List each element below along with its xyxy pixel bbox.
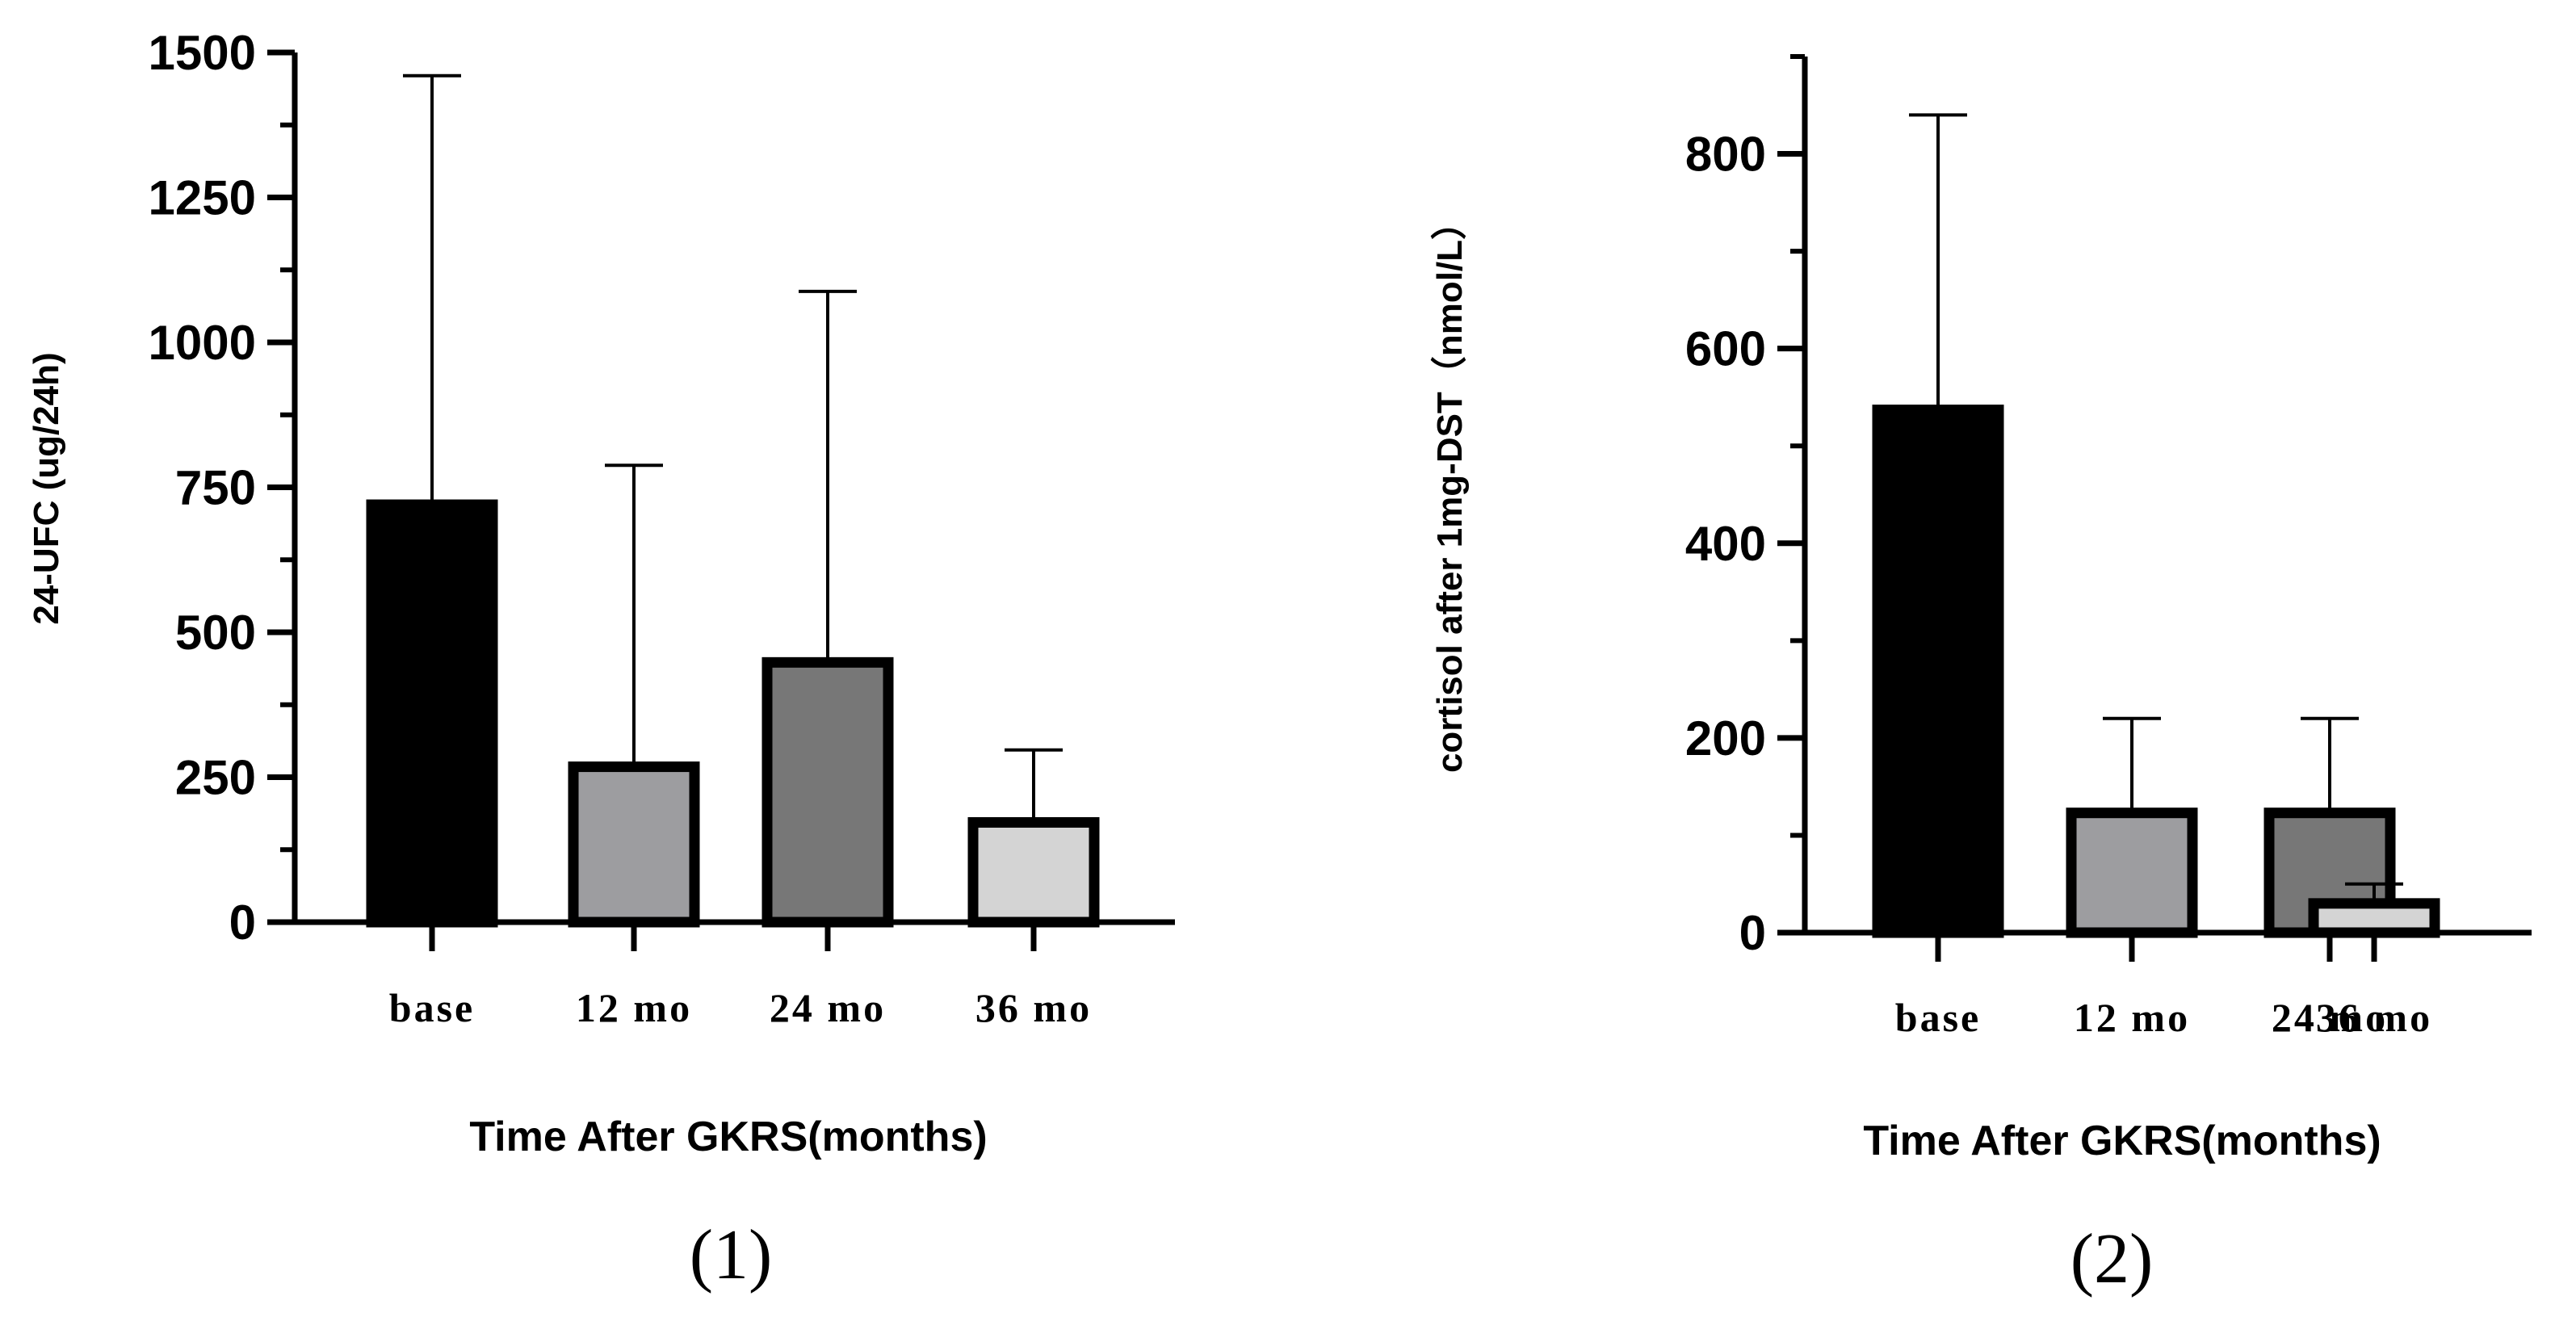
x-axis-title: Time After GKRS(months) [1863, 1118, 2381, 1164]
bar [366, 499, 498, 928]
y-tick-label: 0 [229, 895, 256, 950]
y-tick-label: 600 [1685, 322, 1766, 376]
y-tick-label: 1500 [149, 26, 256, 80]
y-tick-label: 200 [1685, 711, 1766, 765]
bar [2066, 807, 2198, 938]
bar [2308, 898, 2440, 938]
x-tick-label: 24 mo [2272, 995, 2388, 1040]
y-tick-label: 500 [175, 606, 256, 660]
x-tick-label: 12 mo [576, 985, 692, 1030]
x-tick-label: base [389, 985, 475, 1030]
x-tick-label: 36 mo [975, 985, 1092, 1030]
y-axis-title: 24-UFC (ug/24h) [27, 352, 66, 624]
y-tick-label: 400 [1685, 517, 1766, 571]
x-tick-label: 12 mo [2074, 995, 2190, 1040]
bar [761, 656, 894, 928]
x-tick-label: 36 mo [2316, 995, 2432, 1040]
x-tick-label: base [1895, 995, 1981, 1040]
y-tick-label: 0 [1739, 906, 1766, 960]
x-tick-label: 24 mo [770, 985, 886, 1030]
panel-label: (2) [2070, 1220, 2154, 1298]
y-tick-label: 800 [1685, 128, 1766, 182]
y-tick-label: 1000 [149, 316, 256, 370]
bar [568, 761, 700, 928]
y-tick-label: 1250 [149, 171, 256, 225]
chart-panel-1: 0 250 500 750 1000 1250 1500 base 12 mo 24 mo 36 m… [27, 26, 1175, 1294]
panel-label: (1) [690, 1216, 773, 1294]
bar [1872, 405, 2004, 938]
y-tick-label: 250 [175, 751, 256, 805]
x-axis-title: Time After GKRS(months) [469, 1114, 987, 1160]
bar [967, 817, 1100, 928]
y-axis-title: cortisol after 1mg-DST（nmol/L） [1430, 204, 1470, 773]
y-tick-label: 750 [175, 461, 256, 515]
